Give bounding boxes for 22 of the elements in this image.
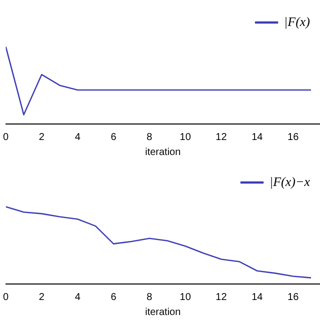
x-tick-label: 8 <box>146 132 153 143</box>
x-tick-label: 0 <box>3 292 9 303</box>
x-tick-label: 4 <box>74 292 81 303</box>
x-tick-label: 0 <box>3 132 9 143</box>
x-tick-label: 12 <box>216 132 228 143</box>
x-tick-label: 2 <box>38 132 45 143</box>
legend-label: |F(x)−x <box>270 174 310 189</box>
x-axis-title: iteration <box>145 306 181 318</box>
x-tick-label: 16 <box>288 132 300 143</box>
legend-label: |F(x) <box>284 14 310 29</box>
x-tick-label: 16 <box>288 292 300 303</box>
x-axis-title: iteration <box>145 146 181 158</box>
x-tick-label: 6 <box>110 292 117 303</box>
x-tick-label: 10 <box>180 132 192 143</box>
x-tick-label: 12 <box>216 292 228 303</box>
x-tick-label: 4 <box>74 132 81 143</box>
x-tick-label: 14 <box>252 292 264 303</box>
x-tick-label: 6 <box>110 132 117 143</box>
x-tick-label: 2 <box>38 292 45 303</box>
x-tick-label: 10 <box>180 292 192 303</box>
x-tick-label: 8 <box>146 292 153 303</box>
x-tick-label: 14 <box>252 132 264 143</box>
